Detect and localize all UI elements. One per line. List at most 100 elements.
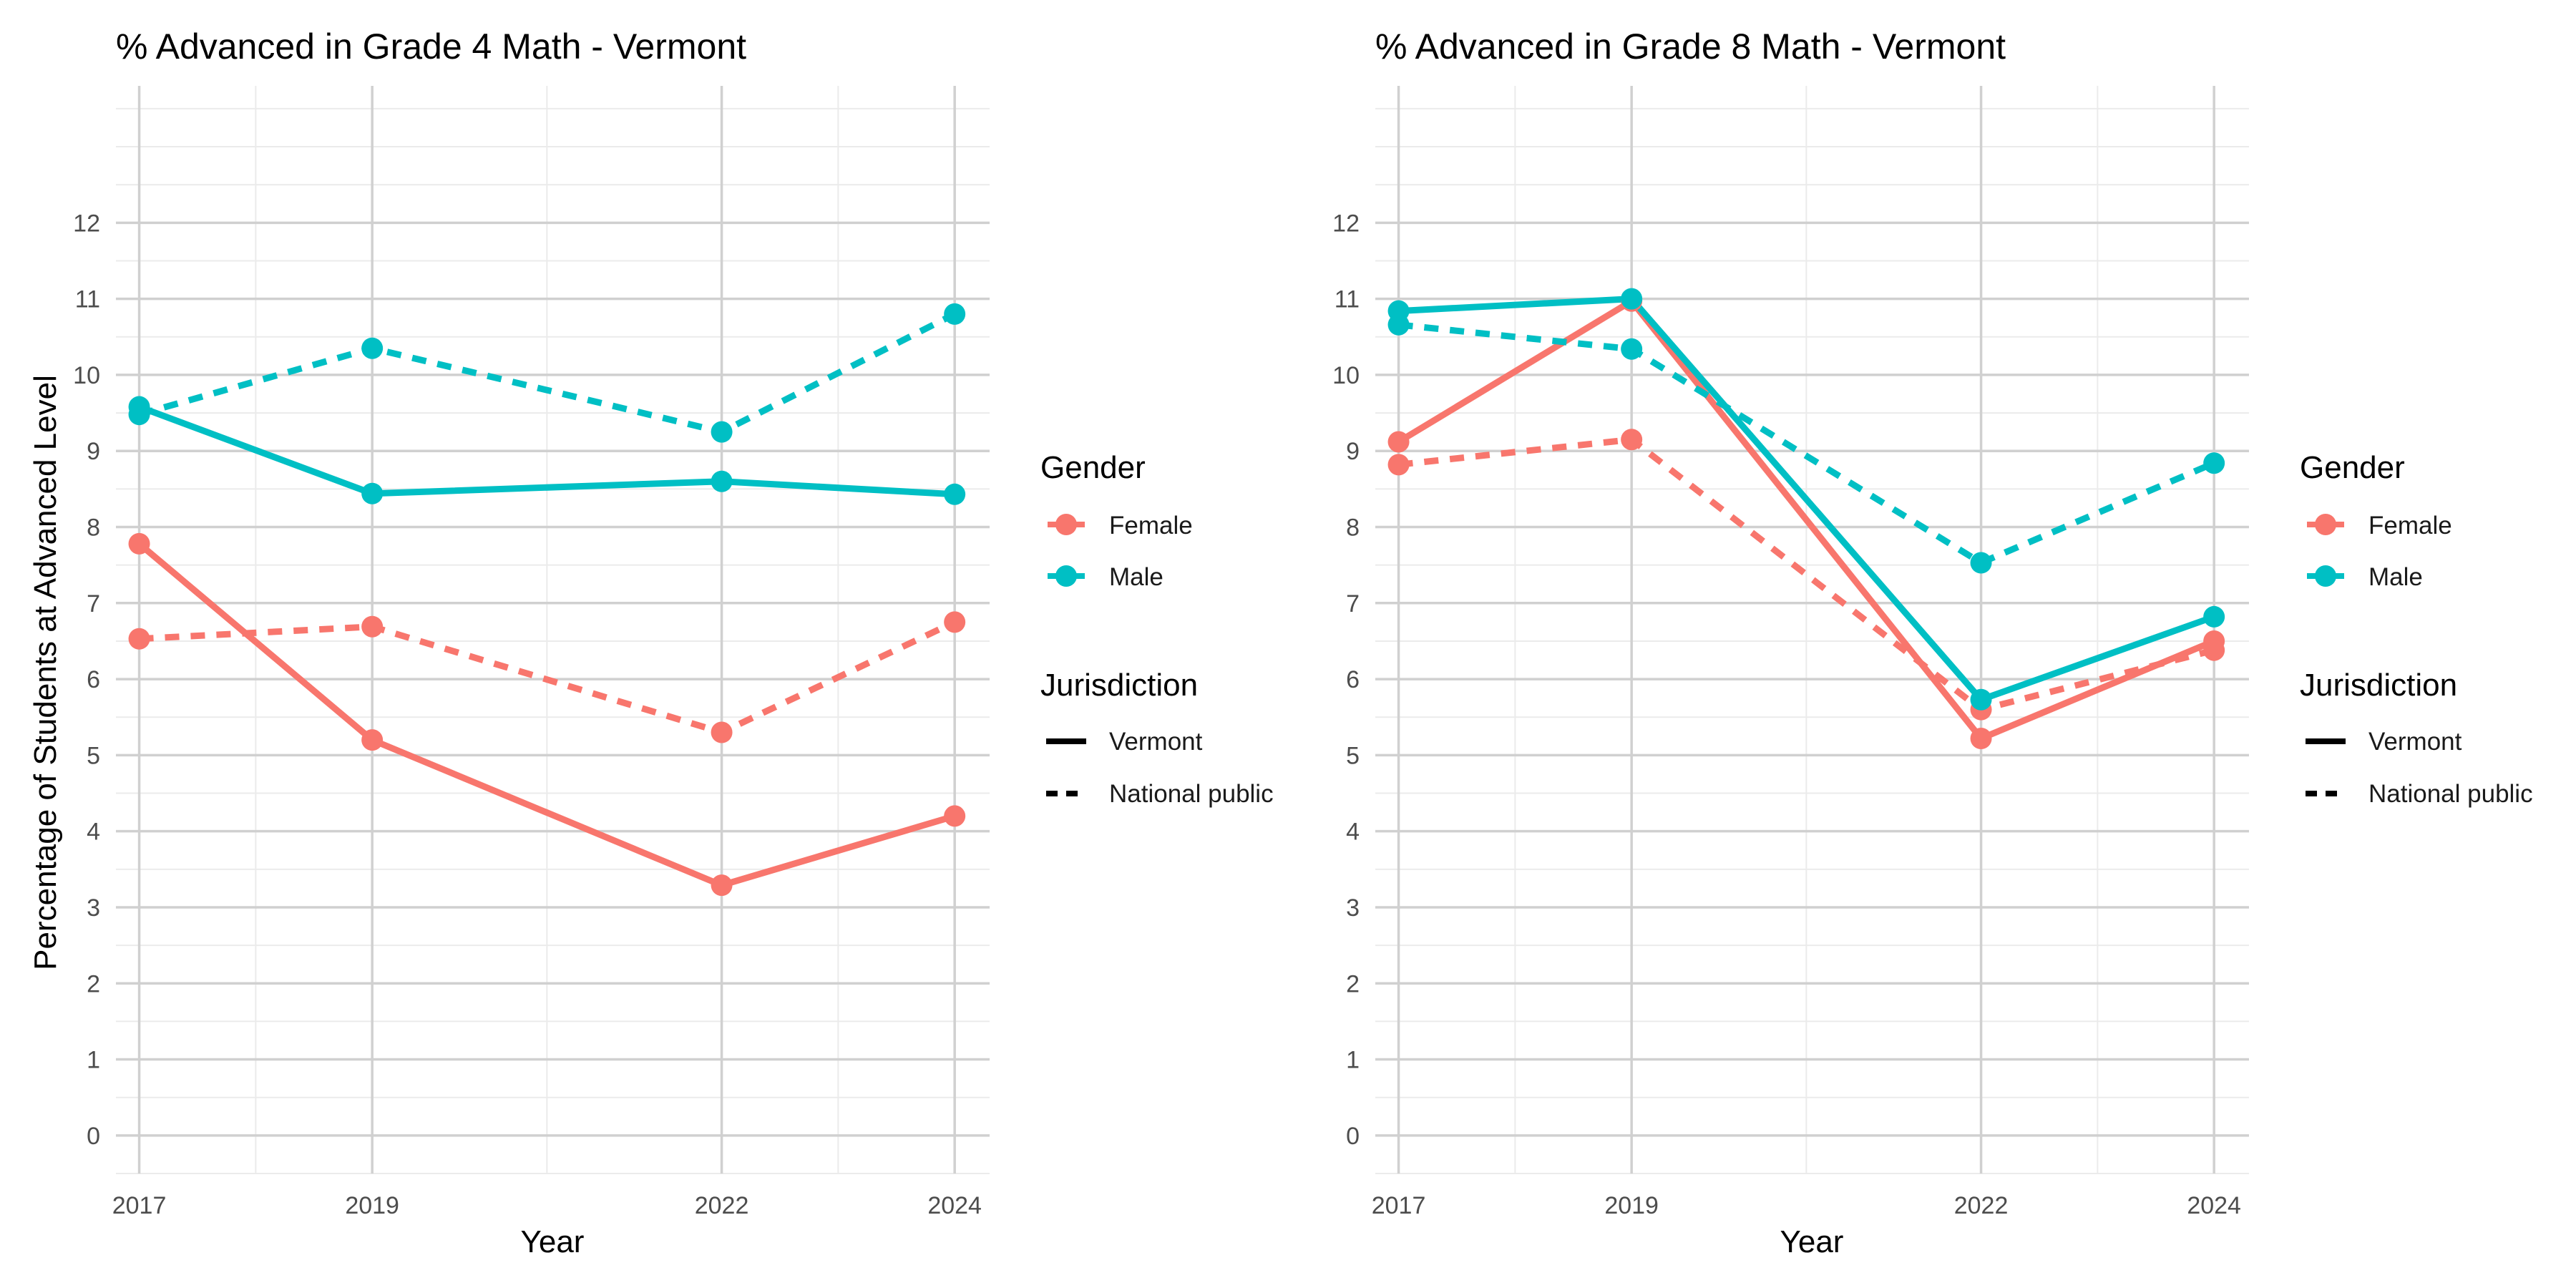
x-tick-label: 2019	[1604, 1192, 1659, 1219]
legend-gender-title: Gender	[2300, 450, 2405, 485]
y-tick-label: 11	[1335, 286, 1360, 313]
chart-title: % Advanced in Grade 8 Math - Vermont	[1375, 26, 2006, 67]
y-tick-label: 8	[1346, 514, 1360, 542]
series-line-male-national-public	[138, 311, 957, 436]
data-point-male-vermont	[944, 483, 966, 505]
data-point-male-vermont	[1970, 688, 1992, 711]
series-points	[1387, 288, 2225, 749]
y-tick-label: 10	[1332, 362, 1360, 389]
legend-label-national-public: National public	[1109, 780, 1274, 808]
data-point-female-vermont	[711, 874, 733, 897]
chart-title: % Advanced in Grade 4 Math - Vermont	[116, 26, 746, 67]
grade4-chart-panel: % Advanced in Grade 4 Math - Vermont 0 1 2…	[28, 26, 1274, 1259]
legend-item-vermont: Vermont	[1046, 728, 1203, 756]
series-line-female-national-public	[1398, 436, 2215, 713]
data-point-male-national-public	[944, 303, 966, 325]
legend-gender-title: Gender	[1040, 450, 1146, 485]
data-point-male-national-public	[1621, 338, 1643, 360]
grid	[116, 86, 990, 1174]
legend-item-national-public: National public	[2306, 780, 2533, 808]
data-point-female-vermont	[1387, 431, 1410, 453]
grade8-chart-panel: % Advanced in Grade 8 Math - Vermont 0 12…	[1332, 26, 2532, 1259]
x-tick-label: 2017	[112, 1192, 167, 1219]
y-tick-label: 1	[87, 1047, 100, 1074]
x-tick-label: 2022	[1954, 1192, 2009, 1219]
y-tick-label: 6	[87, 666, 100, 693]
y-tick-label: 7	[87, 590, 100, 618]
data-point-male-national-public	[128, 404, 150, 426]
legend-label-male: Male	[1109, 563, 1163, 591]
x-tick-label: 2024	[927, 1192, 982, 1219]
x-tick-labels: 2017 2019 2022 2024	[1372, 1192, 2241, 1219]
y-tick-label: 5	[1346, 742, 1360, 769]
legend: Gender Female Male Jurisdiction Vermont …	[1040, 450, 1274, 808]
series-lines	[1397, 296, 2215, 742]
series-line-female-vermont	[137, 541, 956, 889]
data-point-male-vermont	[2203, 605, 2225, 628]
y-tick-label: 0	[87, 1123, 100, 1150]
legend-key-point-female	[1055, 514, 1077, 535]
x-axis-label: Year	[521, 1224, 585, 1259]
data-point-male-national-public	[1970, 552, 1992, 574]
legend-label-national-public: National public	[2368, 780, 2533, 808]
y-tick-label: 3	[87, 894, 100, 922]
data-point-female-national-public	[711, 721, 733, 743]
legend-item-national-public: National public	[1046, 780, 1274, 808]
y-axis-label: Percentage of Students at Advanced Level	[28, 375, 63, 970]
y-tick-label: 2	[87, 970, 100, 997]
series-line-male-national-public	[1398, 321, 2215, 566]
y-tick-label: 4	[87, 819, 100, 846]
data-point-female-national-public	[361, 615, 384, 638]
legend-key-point-male	[1055, 565, 1077, 587]
series-line-female-national-public	[139, 619, 957, 736]
y-tick-label: 12	[1332, 210, 1360, 237]
data-point-male-national-public	[2203, 452, 2225, 474]
legend-item-female: Female	[2307, 512, 2452, 540]
data-point-male-national-public	[1387, 313, 1410, 336]
series-line-female-vermont	[1397, 298, 2215, 742]
legend-item-female: Female	[1048, 512, 1193, 540]
data-point-male-national-public	[711, 421, 733, 443]
x-tick-label: 2022	[695, 1192, 749, 1219]
y-tick-label: 6	[1346, 666, 1360, 693]
y-tick-label: 8	[87, 514, 100, 542]
legend-jurisdiction-title: Jurisdiction	[2300, 668, 2457, 703]
x-tick-labels: 2017 2019 2022 2024	[112, 1192, 982, 1219]
series-line-male-vermont	[137, 404, 955, 498]
x-axis-label: Year	[1780, 1224, 1844, 1259]
y-tick-label: 0	[1346, 1123, 1360, 1150]
series-lines	[137, 311, 957, 889]
y-tick-label: 5	[87, 742, 100, 769]
y-tick-label: 10	[73, 362, 100, 389]
legend-label-vermont: Vermont	[2368, 728, 2462, 756]
data-point-female-national-public	[1621, 429, 1643, 451]
data-point-female-national-public	[944, 611, 966, 633]
x-tick-label: 2019	[345, 1192, 399, 1219]
x-tick-label: 2017	[1372, 1192, 1426, 1219]
data-point-female-vermont	[361, 729, 384, 751]
data-point-female-national-public	[128, 628, 150, 650]
y-tick-label: 2	[1346, 970, 1360, 997]
data-point-male-vermont	[361, 482, 384, 504]
data-point-male-national-public	[361, 337, 384, 359]
data-point-female-vermont	[944, 805, 966, 827]
series-points	[128, 303, 966, 897]
legend-key-point-female	[2315, 514, 2336, 535]
legend-item-male: Male	[1048, 563, 1163, 591]
y-tick-label: 9	[87, 438, 100, 465]
legend-label-male: Male	[2368, 563, 2423, 591]
y-tick-label: 9	[1346, 438, 1360, 465]
data-point-female-vermont	[128, 532, 150, 555]
y-tick-label: 3	[1346, 894, 1360, 922]
data-point-female-national-public	[1387, 454, 1410, 476]
data-point-female-national-public	[2203, 639, 2225, 661]
data-point-female-vermont	[1970, 728, 1992, 749]
legend-label-vermont: Vermont	[1109, 728, 1203, 756]
y-tick-label: 4	[1346, 819, 1360, 846]
grid	[1375, 86, 2249, 1174]
y-tick-label: 7	[1346, 590, 1360, 618]
legend-label-female: Female	[2368, 512, 2452, 540]
